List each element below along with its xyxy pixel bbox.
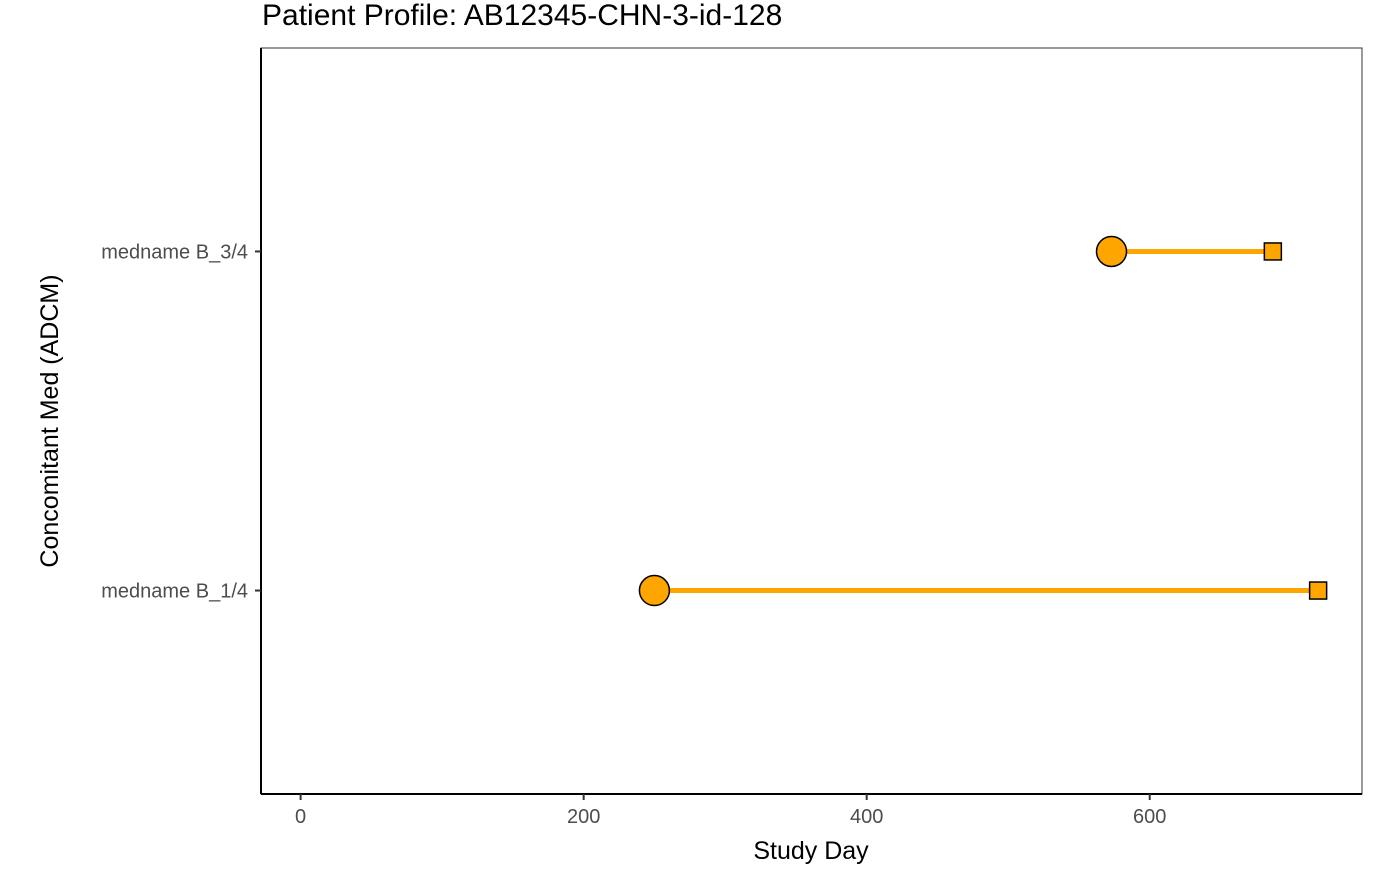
plot-panel [260,47,1363,795]
x-axis-ticks: 0 200 400 600 [295,794,1166,828]
med-end-marker [1263,242,1283,261]
y-tick-label: medname B_3/4 [101,241,248,263]
y-axis-ticks: medname B_1/4 medname B_3/4 [101,241,261,603]
x-tick-label: 600 [1133,806,1166,828]
y-tick-label: medname B_1/4 [101,581,248,603]
y-axis-title: Concomitant Med (ADCM) [36,274,64,567]
x-tick-label: 0 [295,806,306,828]
x-axis-title: Study Day [753,837,869,865]
med-start-marker [1095,235,1128,268]
med-start-marker [638,574,671,607]
x-tick-label: 400 [850,806,883,828]
x-tick-label: 200 [567,806,600,828]
med-end-marker [1308,581,1328,600]
med-segments [638,235,1328,607]
chart-title: Patient Profile: AB12345-CHN-3-id-128 [262,0,782,32]
